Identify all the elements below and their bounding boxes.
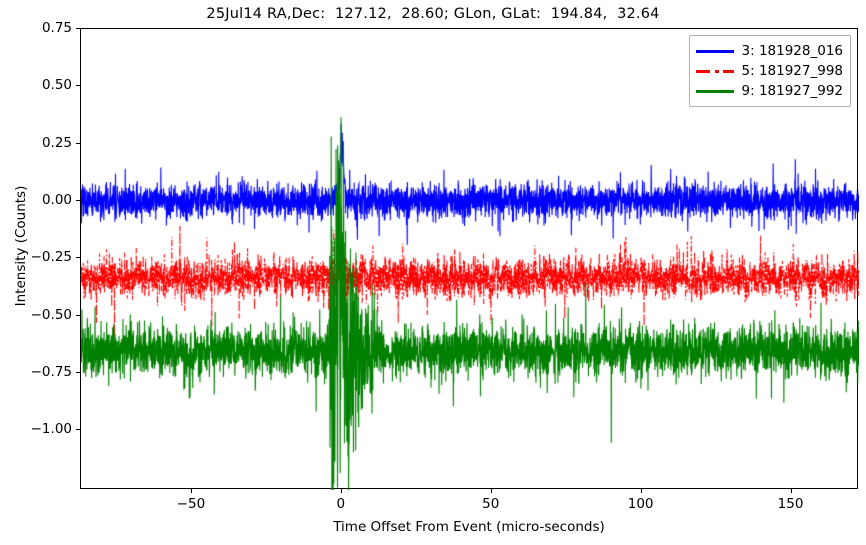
page-title: 25Jul14 RA,Dec: 127.12, 28.60; GLon, GLa… bbox=[206, 6, 660, 22]
y-tick-mark bbox=[76, 429, 80, 431]
y-tick-label: 0.25 bbox=[41, 134, 72, 151]
legend-item[interactable]: 3: 181928_016 bbox=[695, 41, 843, 61]
x-tick-mark bbox=[490, 489, 492, 493]
y-tick-mark bbox=[76, 85, 80, 87]
y-tick-mark bbox=[76, 142, 80, 144]
x-tick-label: 150 bbox=[777, 496, 804, 512]
y-tick-mark bbox=[76, 28, 80, 30]
legend-item[interactable]: 5: 181927_998 bbox=[695, 61, 843, 81]
legend-label-series-3: 9: 181927_992 bbox=[741, 83, 843, 99]
y-tick-label: −0.50 bbox=[30, 306, 72, 323]
legend-label-series-2: 5: 181927_998 bbox=[741, 63, 843, 79]
x-tick-mark bbox=[190, 489, 193, 493]
x-tick-label: 0 bbox=[336, 496, 346, 512]
legend-item[interactable]: 9: 181927_992 bbox=[695, 81, 843, 101]
plot-axes: 3: 181928_016 5: 181927_998 9: 181927_99… bbox=[80, 28, 859, 490]
legend-label-series-1: 3: 181928_016 bbox=[741, 43, 843, 59]
y-tick-mark bbox=[76, 372, 80, 374]
y-tick-mark bbox=[76, 257, 80, 259]
legend-color-swatch-series-2 bbox=[695, 69, 734, 73]
y-axis-label: Intensity (Counts) bbox=[13, 185, 29, 307]
legend-color-swatch-series-1 bbox=[695, 49, 734, 53]
x-tick-mark bbox=[340, 489, 342, 493]
y-tick-label: −1.00 bbox=[30, 421, 72, 438]
y-tick-mark bbox=[76, 314, 80, 316]
legend-color-swatch-series-3 bbox=[695, 89, 734, 93]
y-axis-tick-labels: 0.75 0.50 0.25 0.00 −0.25 −0.50 −0.75 −1.00 bbox=[0, 0, 72, 545]
y-tick-mark bbox=[76, 200, 80, 202]
x-tick-label: 50 bbox=[482, 496, 500, 512]
legend[interactable]: 3: 181928_016 5: 181927_998 9: 181927_99… bbox=[688, 35, 851, 107]
y-tick-label: −0.25 bbox=[30, 249, 72, 266]
x-tick-mark bbox=[790, 489, 792, 493]
x-axis-label: Time Offset From Event (micro-seconds) bbox=[333, 519, 605, 535]
y-tick-label: 0.75 bbox=[41, 20, 72, 36]
y-tick-label: −0.75 bbox=[30, 364, 72, 381]
y-tick-label: 0.50 bbox=[41, 77, 72, 94]
y-tick-label: 0.00 bbox=[41, 192, 72, 208]
x-tick-mark bbox=[640, 489, 642, 493]
x-tick-label: 100 bbox=[627, 496, 654, 512]
x-tick-label: −50 bbox=[176, 496, 206, 512]
